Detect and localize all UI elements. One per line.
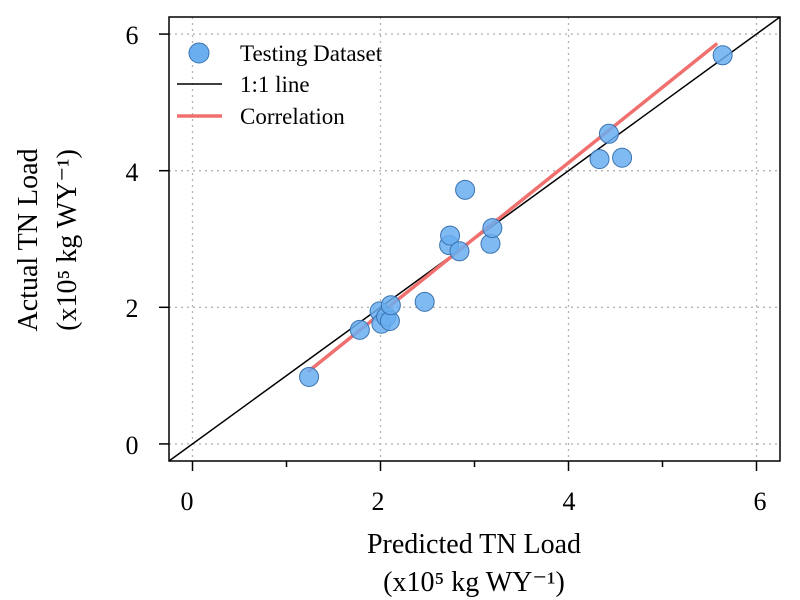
y-axis-label: Actual TN Load [13, 149, 44, 332]
data-point-16 [612, 147, 633, 168]
y-tick-labels: 0 2 4 6 [126, 21, 139, 460]
x-tick-label-0: 0 [181, 487, 194, 516]
x-axis-label: Predicted TN Load [367, 529, 581, 560]
legend: Testing Dataset 1:1 line Correlation [177, 41, 383, 129]
data-point-15 [598, 123, 619, 144]
y-tick-label-6: 6 [126, 21, 139, 50]
data-point-0 [299, 366, 320, 387]
data-point-14 [589, 149, 610, 170]
grid-lines [169, 17, 780, 461]
legend-marker-testing [188, 42, 210, 64]
plot-frame [168, 16, 781, 462]
data-point-6 [380, 295, 401, 316]
y-axis-unit: (x10⁵ kg WY⁻¹) [52, 149, 83, 331]
x-tick-label-6: 6 [754, 487, 767, 516]
data-point-10 [449, 241, 470, 262]
legend-label-1to1: 1:1 line [240, 72, 310, 97]
y-tick-label-2: 2 [126, 294, 139, 323]
data-point-9 [440, 225, 461, 246]
y-tick-label-4: 4 [126, 158, 139, 187]
correlation-line [307, 42, 718, 373]
axis-ticks [159, 33, 758, 471]
x-tick-label-4: 4 [563, 487, 576, 516]
legend-label-testing: Testing Dataset [240, 41, 383, 66]
x-axis-unit: (x10⁵ kg WY⁻¹) [383, 567, 565, 598]
data-point-1 [349, 319, 370, 340]
data-point-7 [414, 291, 435, 312]
x-axis-title: Predicted TN Load (x10⁵ kg WY⁻¹) [367, 529, 581, 598]
x-tick-labels: 0 2 4 6 [181, 487, 767, 516]
legend-label-correlation: Correlation [240, 104, 345, 129]
data-point-13 [482, 218, 503, 239]
data-point-11 [455, 179, 476, 200]
data-point-17 [712, 45, 733, 66]
y-axis-title: Actual TN Load (x10⁵ kg WY⁻¹) [13, 149, 83, 332]
x-tick-label-2: 2 [372, 487, 385, 516]
data-points [299, 45, 733, 387]
y-tick-label-0: 0 [126, 431, 139, 460]
